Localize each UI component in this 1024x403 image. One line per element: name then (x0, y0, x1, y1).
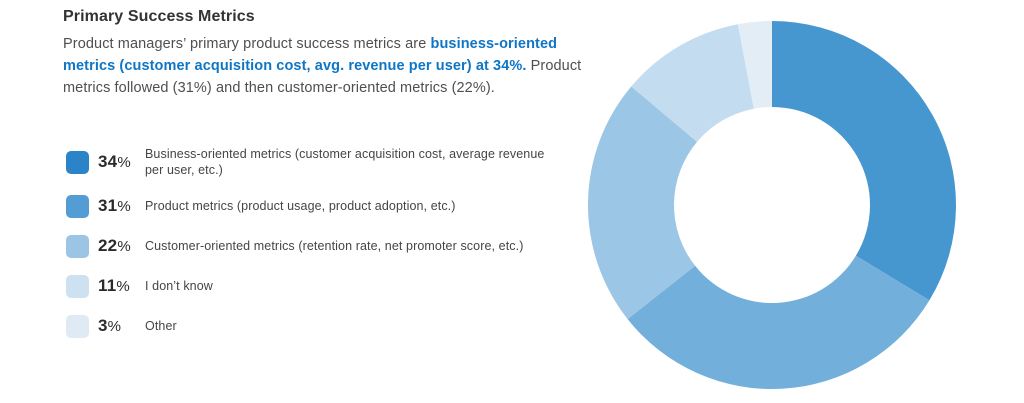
page-title: Primary Success Metrics (63, 8, 255, 25)
legend-item-22pct: 22% Customer-oriented metrics (retention … (66, 234, 576, 258)
donut-chart (587, 21, 957, 390)
intro-text-prefix: Product managers’ primary product succes… (63, 36, 431, 52)
legend-label: I don’t know (145, 279, 213, 293)
legend-label: Product metrics (product usage, product … (145, 199, 456, 213)
legend-swatch (66, 234, 89, 258)
donut-chart-area (582, 15, 962, 395)
legend-percent: 3% (98, 316, 121, 335)
legend-percent: 11% (98, 276, 130, 295)
legend-percent: 34% (98, 152, 131, 171)
donut-slice-34pct (772, 21, 957, 301)
donut-slice-31pct (627, 255, 930, 390)
legend-swatch (66, 194, 89, 218)
legend-item-11pct: 11% I don’t know (66, 274, 576, 298)
legend-swatch (66, 150, 89, 174)
legend-item-34pct: 34% Business-oriented metrics (customer a… (66, 146, 576, 178)
legend-label: Other (145, 319, 177, 333)
intro-paragraph: Product managers’ primary product succes… (63, 33, 588, 99)
legend-percent: 31% (98, 196, 131, 215)
legend-label: Business-oriented metrics (customer acqu… (145, 147, 545, 177)
chart-legend: 34% Business-oriented metrics (customer a… (66, 146, 576, 338)
legend-label: Customer-oriented metrics (retention rat… (145, 239, 524, 253)
donut-slice-3pct (737, 21, 772, 109)
intro-text-suffix: Product metrics followed (31%) and then … (63, 58, 582, 96)
legend-item-31pct: 31% Product metrics (product usage, produ… (66, 194, 576, 218)
donut-slice-11pct (631, 24, 754, 142)
legend-swatch (66, 314, 89, 338)
intro-highlight-text: business-oriented metrics (customer acqu… (63, 36, 558, 74)
legend-swatch (66, 274, 89, 298)
legend-percent: 22% (98, 236, 131, 255)
donut-slice-22pct (587, 86, 698, 320)
legend-item-3pct: 3% Other (66, 314, 576, 338)
header-text-block: Primary Success Metrics Product managers… (63, 8, 588, 99)
